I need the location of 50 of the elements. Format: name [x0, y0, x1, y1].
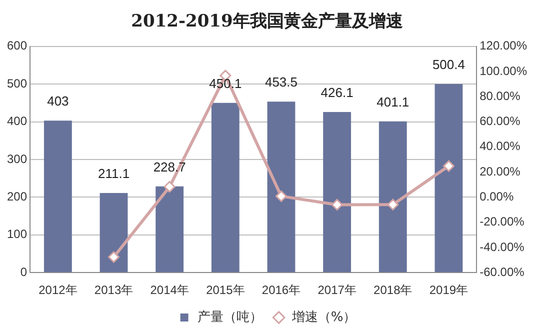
- x-tick-label: 2019年: [429, 283, 468, 298]
- point: [442, 160, 454, 172]
- point: [387, 198, 399, 210]
- y-tick-label: 400: [6, 114, 28, 128]
- y-tick-label: 100: [6, 227, 28, 242]
- y2-tick-label: -60.00%: [480, 264, 525, 279]
- data-label: 403: [47, 94, 69, 109]
- data-label: 211.1: [98, 166, 130, 182]
- data-label: 500.4: [432, 57, 465, 72]
- x-tick-label: 2012年: [38, 283, 78, 298]
- y-tick-label: 500: [6, 76, 28, 90]
- y2-tick-label: 20.00%: [480, 164, 521, 178]
- y2-tick-label: -40.00%: [480, 240, 525, 254]
- y2-tick-label: 100.00%: [480, 64, 528, 78]
- y2-tick-label: 120.00%: [480, 38, 528, 53]
- x-tick-label: 2015年: [206, 283, 245, 298]
- y-tick-label: 200: [6, 190, 28, 204]
- data-label: 401.1: [376, 94, 410, 110]
- x-tick-label: 2016年: [262, 283, 301, 298]
- data-label: 453.5: [264, 74, 298, 90]
- point: [164, 181, 176, 193]
- y-tick-label: 0: [20, 264, 28, 279]
- point: [331, 198, 343, 210]
- y-tick-label: 300: [6, 152, 28, 166]
- y-tick-label: 600: [6, 38, 28, 53]
- x-tick-label: 2017年: [318, 283, 356, 298]
- bar: [211, 102, 240, 272]
- point: [108, 251, 120, 263]
- x-tick-label: 2014年: [150, 283, 189, 298]
- data-label: 228.7: [153, 159, 186, 174]
- bar: [434, 84, 463, 272]
- y2-tick-label: 40.00%: [480, 139, 521, 154]
- legend-label: 增速（%）: [290, 310, 356, 325]
- bar: [323, 112, 352, 272]
- bar: [378, 121, 407, 272]
- data-label: 450.1: [209, 76, 242, 91]
- legend-label: 产量（吨）: [197, 310, 262, 325]
- y2-tick-label: 0.00%: [480, 190, 514, 204]
- y2-tick-label: -20.00%: [480, 214, 525, 229]
- chart-title: 2012-2019年我国黄金产量及增速: [131, 12, 403, 32]
- x-tick-label: 2018年: [374, 283, 412, 298]
- bar: [267, 102, 296, 272]
- x-tick-label: 2013年: [94, 283, 134, 298]
- bar: [156, 186, 184, 272]
- y2-tick-label: 60.00%: [480, 114, 521, 128]
- bar: [44, 120, 72, 272]
- data-label: 426.1: [320, 85, 354, 100]
- bar: [100, 193, 128, 272]
- point: [275, 190, 287, 202]
- y2-tick-label: 80.00%: [480, 88, 521, 103]
